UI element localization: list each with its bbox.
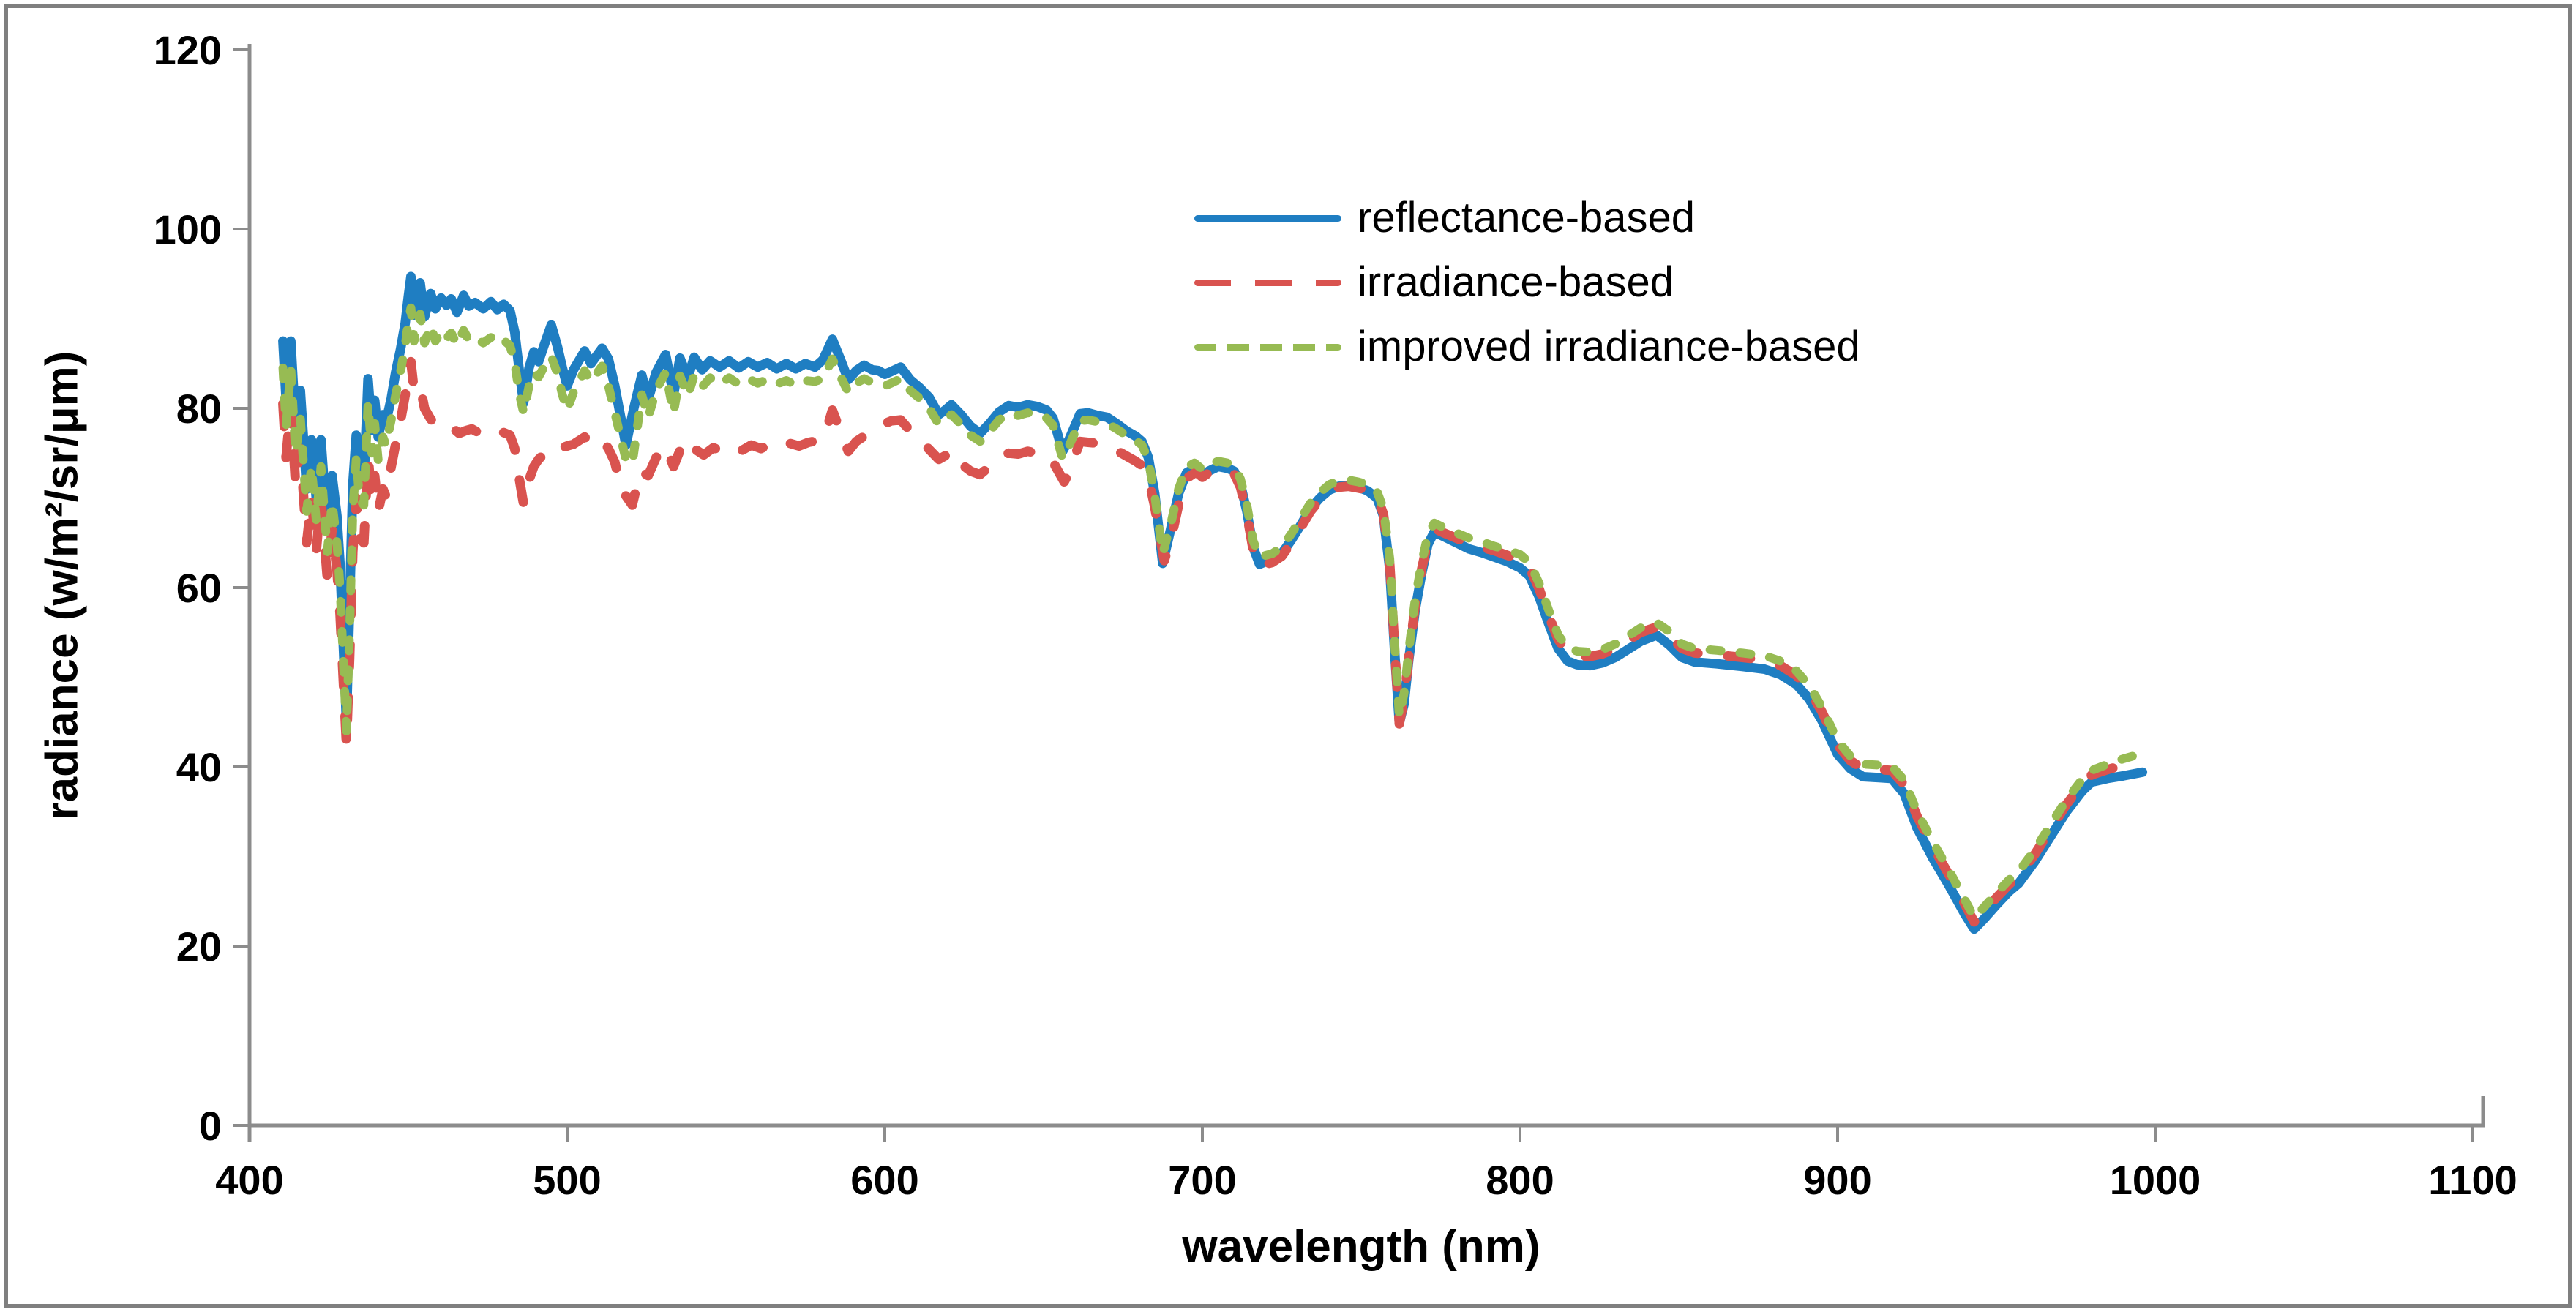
- y-tick-label: 120: [154, 27, 222, 73]
- legend-item-reflectance-based: reflectance-based: [1194, 186, 1860, 250]
- series-curve-0: [278, 271, 2148, 934]
- x-tick-label: 600: [850, 1157, 918, 1203]
- y-tick-label: 80: [176, 386, 222, 432]
- y-tick-label: 100: [154, 206, 222, 252]
- x-axis-title: wavelength (nm): [1182, 1221, 1540, 1272]
- x-tick-label: 700: [1168, 1157, 1236, 1203]
- legend-label: reflectance-based: [1358, 194, 1696, 241]
- legend-label: improved irradiance-based: [1358, 323, 1860, 370]
- x-tick-label: 400: [215, 1157, 283, 1203]
- y-axis-title: radiance (w/m²/sr/μm): [37, 351, 88, 820]
- legend-item-irradiance-based: irradiance-based: [1194, 250, 1860, 315]
- legend-label: irradiance-based: [1358, 258, 1674, 306]
- y-tick-label: 0: [199, 1103, 222, 1149]
- series-curve-2: [278, 303, 2147, 922]
- legend-swatch-short-dashed-line: [1194, 343, 1341, 351]
- legend-swatch-dashed-line: [1194, 279, 1341, 286]
- legend: reflectance-based irradiance-based impro…: [1194, 186, 1860, 379]
- x-axis-line: [250, 1096, 2485, 1128]
- x-tick-label: 900: [1803, 1157, 1871, 1203]
- x-tick-label: 1100: [2428, 1157, 2517, 1203]
- legend-swatch-solid-line: [1194, 214, 1341, 222]
- y-tick-label: 20: [176, 923, 222, 970]
- x-tick-label: 500: [533, 1157, 601, 1203]
- x-tick-label: 1000: [2110, 1157, 2201, 1203]
- x-tick-label: 800: [1486, 1157, 1554, 1203]
- series-curve-1: [278, 356, 2138, 927]
- y-tick-label: 40: [176, 744, 222, 790]
- y-tick-label: 60: [176, 565, 222, 611]
- legend-item-improved-irradiance-based: improved irradiance-based: [1194, 315, 1860, 379]
